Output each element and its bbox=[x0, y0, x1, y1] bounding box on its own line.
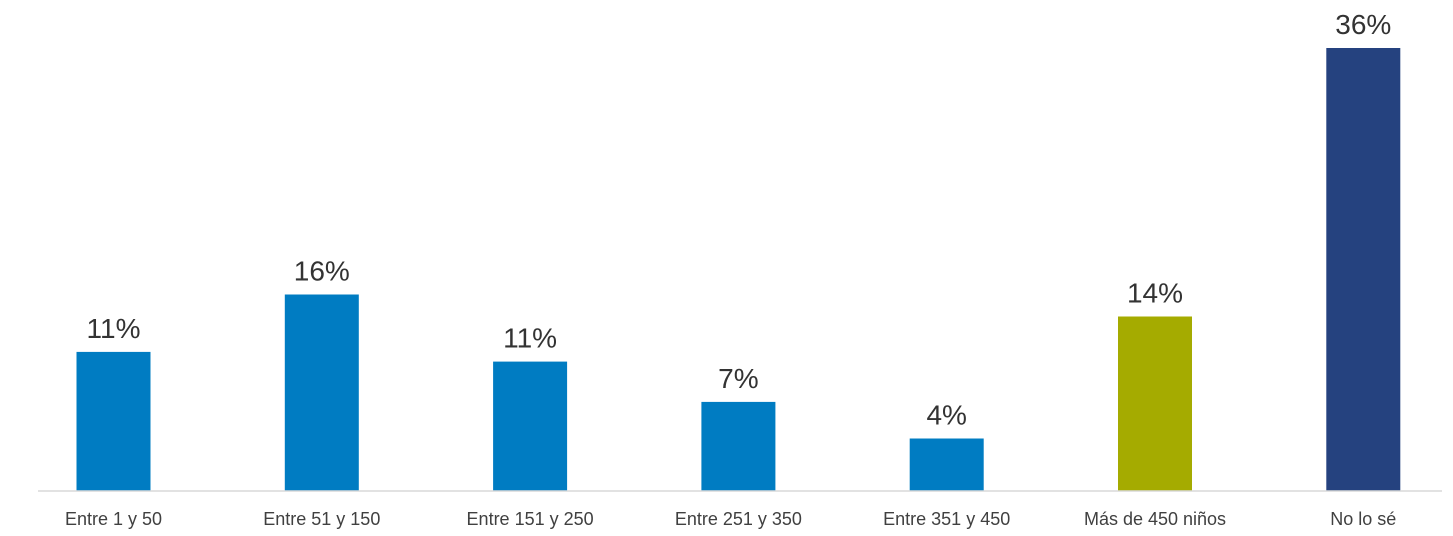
value-labels-layer: 11% 16% 11% 7% 4% 14% 36% bbox=[87, 9, 1392, 431]
category-label-2: Entre 51 y 150 bbox=[263, 509, 380, 529]
value-label-2: 16% bbox=[294, 256, 350, 287]
category-labels-layer: Entre 1 y 50 Entre 51 y 150 Entre 151 y 25… bbox=[65, 509, 1396, 529]
category-label-3: Entre 151 y 250 bbox=[467, 509, 594, 529]
value-label-3: 11% bbox=[503, 323, 557, 354]
bar-3 bbox=[493, 361, 568, 491]
category-label-7: No lo sé bbox=[1330, 509, 1396, 529]
bar-5 bbox=[909, 438, 984, 491]
value-label-7: 36% bbox=[1335, 9, 1391, 40]
value-label-4: 7% bbox=[718, 363, 758, 394]
value-label-5: 4% bbox=[926, 400, 966, 431]
bar-7 bbox=[1326, 48, 1401, 491]
category-label-1: Entre 1 y 50 bbox=[65, 509, 162, 529]
bar-4 bbox=[701, 401, 776, 491]
bar-2 bbox=[284, 294, 359, 491]
value-label-6: 14% bbox=[1127, 278, 1183, 309]
category-label-4: Entre 251 y 350 bbox=[675, 509, 802, 529]
bar-1 bbox=[76, 351, 151, 491]
value-label-1: 11% bbox=[87, 313, 141, 344]
bars-layer bbox=[76, 48, 1401, 491]
category-label-6: Más de 450 niños bbox=[1084, 509, 1226, 529]
category-label-5: Entre 351 y 450 bbox=[883, 509, 1010, 529]
bar-6 bbox=[1118, 316, 1192, 491]
